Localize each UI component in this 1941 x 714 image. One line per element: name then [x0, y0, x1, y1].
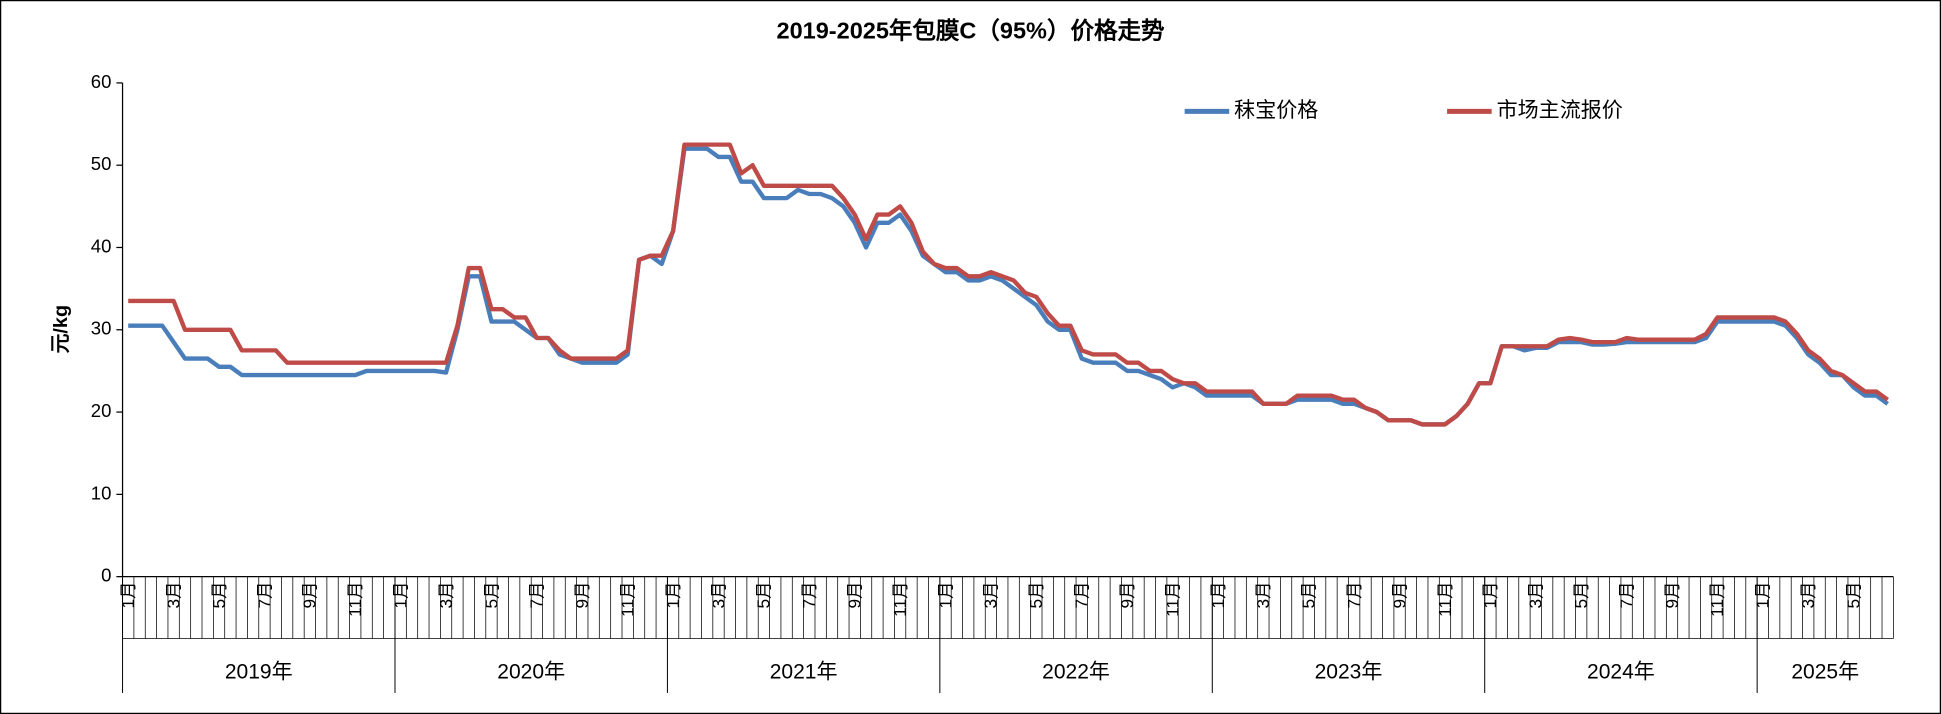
x-tick-label: 1月	[1753, 582, 1773, 609]
x-group-label: 2022年	[1042, 660, 1110, 684]
x-tick-label: 7月	[799, 582, 819, 609]
y-tick-label: 0	[101, 565, 111, 586]
y-tick-label: 60	[91, 71, 112, 92]
x-tick-label: 3月	[708, 582, 728, 609]
x-tick-label: 7月	[254, 582, 274, 609]
y-tick-label: 30	[91, 318, 112, 339]
x-tick-label: 3月	[1526, 582, 1546, 609]
series-line	[128, 142, 1889, 427]
x-tick-label: 9月	[1389, 582, 1409, 609]
x-tick-label: 9月	[845, 582, 865, 609]
x-tick-label: 9月	[572, 582, 592, 609]
x-tick-label: 11月	[1162, 582, 1182, 617]
x-tick-label: 11月	[1435, 582, 1455, 617]
x-tick-label: 1月	[1480, 582, 1500, 609]
x-tick-label: 3月	[1253, 582, 1273, 609]
x-tick-label: 5月	[209, 582, 229, 609]
x-tick-label: 1月	[1208, 582, 1228, 609]
series-line	[128, 146, 1889, 427]
x-tick-label: 5月	[1571, 582, 1591, 609]
x-tick-label: 5月	[1299, 582, 1319, 609]
legend-label: 秣宝价格	[1234, 98, 1318, 122]
x-tick-label: 11月	[618, 582, 638, 617]
chart-title: 2019-2025年包膜C（95%）价格走势	[777, 16, 1165, 43]
y-tick-label: 20	[91, 400, 112, 421]
x-tick-label: 1月	[935, 582, 955, 609]
x-tick-label: 1月	[390, 582, 410, 609]
x-tick-label: 7月	[527, 582, 547, 609]
x-group-label: 2021年	[770, 660, 838, 684]
x-tick-label: 3月	[1798, 582, 1818, 609]
x-tick-label: 11月	[1707, 582, 1727, 617]
x-tick-label: 5月	[754, 582, 774, 609]
x-tick-label: 11月	[890, 582, 910, 617]
x-tick-label: 3月	[436, 582, 456, 609]
x-tick-label: 7月	[1072, 582, 1092, 609]
x-tick-label: 1月	[663, 582, 683, 609]
y-tick-label: 40	[91, 235, 112, 256]
x-group-label: 2025年	[1791, 660, 1859, 684]
x-tick-label: 5月	[1026, 582, 1046, 609]
x-tick-label: 5月	[1843, 582, 1863, 609]
x-group-label: 2019年	[225, 660, 293, 684]
x-tick-label: 7月	[1344, 582, 1364, 609]
y-tick-label: 10	[91, 482, 112, 503]
x-tick-label: 5月	[481, 582, 501, 609]
x-group-label: 2024年	[1587, 660, 1655, 684]
y-axis-label: 元/kg	[50, 305, 72, 353]
x-tick-label: 9月	[1662, 582, 1682, 609]
x-tick-label: 3月	[981, 582, 1001, 609]
x-group-label: 2023年	[1315, 660, 1383, 684]
legend-label: 市场主流报价	[1497, 98, 1623, 122]
x-tick-label: 7月	[1616, 582, 1636, 609]
x-tick-label: 3月	[163, 582, 183, 609]
y-tick-label: 50	[91, 153, 112, 174]
x-tick-label: 9月	[300, 582, 320, 609]
x-tick-label: 9月	[1117, 582, 1137, 609]
x-tick-label: 1月	[118, 582, 138, 609]
x-group-label: 2020年	[497, 660, 565, 684]
x-tick-label: 11月	[345, 582, 365, 617]
